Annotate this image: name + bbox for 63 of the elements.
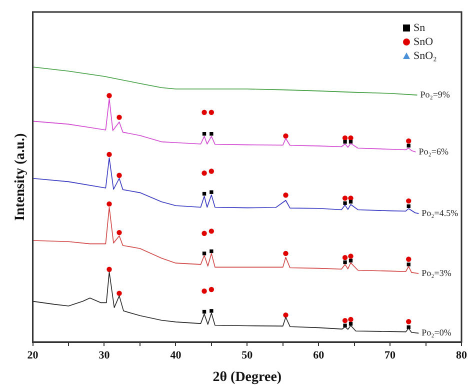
point xyxy=(116,114,122,120)
series-label: Po₂=3% xyxy=(422,268,452,278)
point xyxy=(283,192,288,198)
point xyxy=(283,250,288,256)
point xyxy=(116,230,122,236)
point xyxy=(343,260,347,264)
point xyxy=(283,312,288,318)
series-label: Po₂=0% xyxy=(422,328,452,338)
point xyxy=(202,170,207,176)
point xyxy=(342,318,348,324)
point xyxy=(106,266,112,272)
point xyxy=(106,201,112,207)
point xyxy=(342,196,348,201)
point xyxy=(348,200,353,204)
legend-label: SnO₂ xyxy=(414,50,438,62)
legend-label: Sn xyxy=(414,22,426,34)
point xyxy=(406,138,412,144)
point xyxy=(406,319,412,324)
x-tick-label: 20 xyxy=(27,349,39,362)
point xyxy=(406,256,412,262)
point xyxy=(208,286,214,292)
series-label: Po₂=6% xyxy=(418,146,449,156)
point xyxy=(202,288,207,294)
x-tick-label: 80 xyxy=(456,349,468,362)
x-tick-label: 40 xyxy=(170,349,182,362)
point xyxy=(210,132,214,136)
x-tick-label: 60 xyxy=(313,349,325,362)
point xyxy=(202,110,207,115)
point xyxy=(343,140,347,144)
x-tick-label: 30 xyxy=(98,349,110,362)
legend-label: SnO xyxy=(414,36,434,48)
x-tick-label: 50 xyxy=(242,349,254,362)
point xyxy=(283,133,288,139)
x-axis-title: 2θ (Degree) xyxy=(212,370,282,386)
y-axis-title: Intensity (a.u.) xyxy=(13,132,28,221)
point xyxy=(202,230,207,236)
point xyxy=(202,252,206,256)
point xyxy=(202,192,206,196)
point xyxy=(202,310,206,314)
point xyxy=(116,172,122,178)
point xyxy=(348,258,353,262)
point xyxy=(406,262,410,266)
point xyxy=(210,190,214,194)
point xyxy=(116,290,122,296)
point xyxy=(208,168,214,174)
point xyxy=(406,198,412,204)
x-tick-label: 70 xyxy=(384,349,396,362)
point xyxy=(343,201,347,205)
point xyxy=(343,324,347,328)
series-label: Po₂=9% xyxy=(420,89,450,100)
point xyxy=(202,132,206,136)
point xyxy=(348,254,354,259)
point xyxy=(342,254,348,260)
point xyxy=(208,110,214,115)
point xyxy=(210,249,214,254)
point xyxy=(208,228,214,234)
point xyxy=(348,316,354,322)
point xyxy=(210,309,214,313)
point xyxy=(406,204,410,208)
point xyxy=(406,144,410,148)
point xyxy=(106,93,112,98)
point xyxy=(106,152,112,158)
series-label: Po₂=4.5% xyxy=(422,208,459,218)
